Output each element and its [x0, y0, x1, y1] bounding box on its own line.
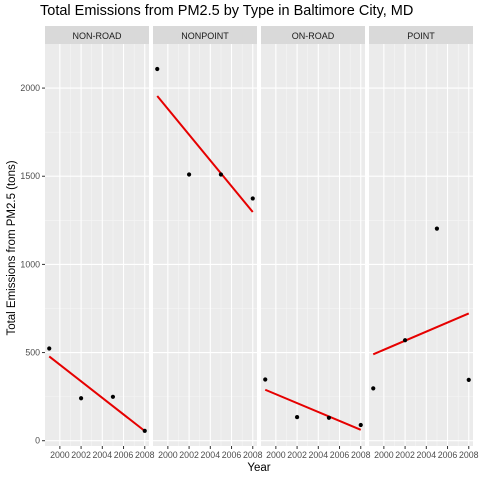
x-tick-label: 2004	[93, 450, 113, 460]
x-tick-label: 2002	[395, 450, 415, 460]
facet-panel	[153, 44, 257, 446]
x-axis-label: Year	[247, 462, 271, 474]
x-tick-label: 2008	[459, 450, 479, 460]
facet-strip-non-road	[45, 26, 149, 44]
data-point	[142, 428, 147, 433]
x-tick-label: 2008	[351, 450, 371, 460]
data-point	[358, 422, 363, 428]
x-tick-label: 2006	[222, 450, 242, 460]
data-point	[402, 338, 408, 343]
data-point	[466, 377, 471, 382]
facet-panel	[261, 44, 365, 446]
data-point	[263, 377, 268, 382]
data-point	[250, 196, 255, 201]
x-tick-label: 2002	[287, 450, 307, 460]
facet-strip-point	[369, 26, 473, 44]
data-point	[294, 414, 300, 420]
data-point	[434, 226, 440, 231]
data-point	[47, 346, 52, 351]
x-tick-label: 2004	[201, 450, 221, 460]
x-tick-label: 2002	[179, 450, 199, 460]
facet-panel	[369, 44, 473, 446]
chart-title: Total Emissions from PM2.5 by Type in Ba…	[40, 3, 414, 19]
facet-panel	[45, 44, 149, 446]
x-tick-label: 2006	[114, 450, 134, 460]
x-tick-label: 2008	[243, 450, 263, 460]
y-tick-label: 2000	[20, 83, 40, 93]
data-point	[78, 396, 84, 401]
x-tick-label: 2002	[71, 450, 91, 460]
data-point	[155, 66, 160, 72]
data-point	[326, 415, 332, 420]
facet-strip-label: NONPOINT	[181, 31, 229, 41]
data-point	[110, 394, 116, 399]
trend-line	[264, 388, 362, 431]
trend-line	[48, 355, 146, 432]
x-tick-label: 2006	[438, 450, 458, 460]
trend-line	[156, 95, 254, 213]
y-tick-label: 0	[35, 436, 40, 446]
x-tick-label: 2000	[374, 450, 394, 460]
x-tick-label: 2000	[158, 450, 178, 460]
x-tick-label: 2004	[417, 450, 437, 460]
x-tick-label: 2000	[266, 450, 286, 460]
data-point	[371, 386, 376, 391]
x-tick-label: 2000	[50, 450, 70, 460]
x-tick-label: 2008	[135, 450, 155, 460]
data-point	[218, 172, 224, 177]
x-tick-label: 2004	[309, 450, 329, 460]
facet-strip-label: POINT	[407, 31, 435, 41]
facet-strip-label: NON-ROAD	[73, 31, 122, 41]
trend-line	[372, 312, 470, 356]
facet-strip-on-road	[261, 26, 365, 44]
y-tick-label: 1500	[20, 171, 40, 181]
facet-strip-nonpoint	[153, 26, 257, 44]
facet-strip-label: ON-ROAD	[292, 31, 335, 41]
data-point	[186, 172, 192, 177]
x-tick-label: 2006	[330, 450, 350, 460]
y-tick-label: 500	[25, 348, 40, 358]
y-tick-label: 1000	[20, 259, 40, 269]
